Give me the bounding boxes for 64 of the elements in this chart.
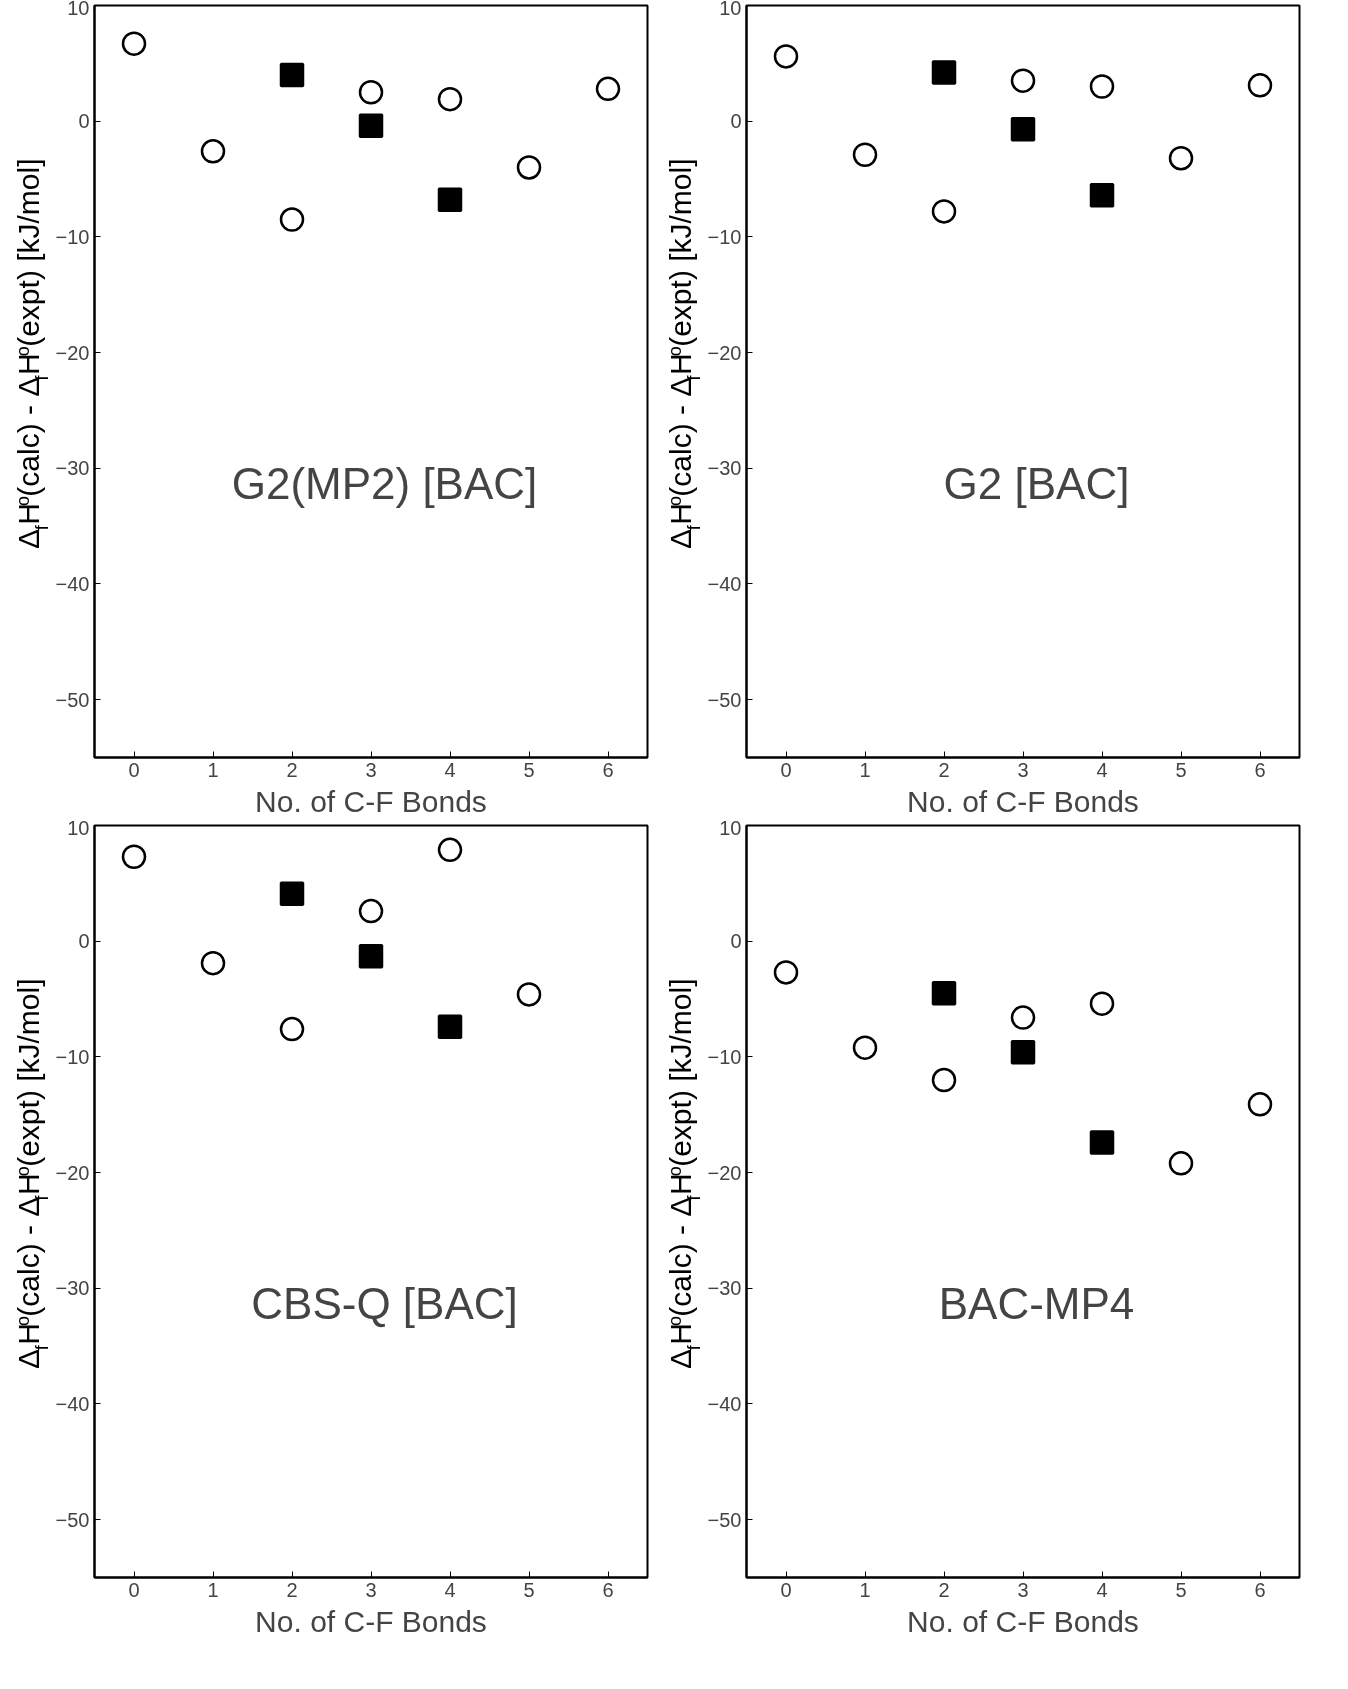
x-tick-label: 5 (1175, 1578, 1187, 1601)
y-tick-label: −50 (707, 1508, 742, 1531)
annotation: BAC-MP4 (938, 1278, 1135, 1328)
x-tick-label: 3 (1017, 758, 1029, 781)
x-tick-label: 1 (859, 1578, 871, 1601)
y-tick-label: 10 (67, 0, 90, 19)
y-tick-label: −50 (707, 688, 742, 711)
x-tick-label: 2 (938, 1578, 950, 1601)
y-tick-label: −10 (707, 225, 742, 248)
x-tick-label: 0 (128, 758, 140, 781)
y-tick-label: −40 (55, 572, 90, 595)
y-tick-label: 0 (730, 110, 742, 133)
x-tick-label: 4 (1096, 1578, 1108, 1601)
y-tick-label: −10 (55, 225, 90, 248)
y-tick-label: −40 (55, 1392, 90, 1415)
x-tick-label: 2 (286, 1578, 298, 1601)
x-tick-label: 2 (938, 758, 950, 781)
annotation: CBS-Q [BAC] (251, 1278, 518, 1328)
x-tick-label: 5 (1175, 758, 1187, 781)
y-tick-label: 10 (719, 816, 742, 839)
x-tick-label: 5 (523, 1578, 535, 1601)
x-tick-label: 3 (365, 758, 377, 781)
y-tick-label: −50 (55, 1508, 90, 1531)
y-tick-label: −20 (707, 341, 742, 364)
y-tick-label: −30 (707, 457, 742, 480)
x-tick-label: 0 (780, 758, 792, 781)
y-tick-label: 0 (78, 110, 90, 133)
y-tick-label: −20 (55, 341, 90, 364)
x-tick-label: 6 (602, 758, 614, 781)
y-tick-label: −30 (55, 457, 90, 480)
x-tick-label: 0 (780, 1578, 792, 1601)
y-tick-label: 10 (719, 0, 742, 19)
x-tick-label: 6 (602, 1578, 614, 1601)
x-tick-label: 6 (1254, 758, 1266, 781)
x-tick-label: 3 (365, 1578, 377, 1601)
x-tick-label: 1 (207, 758, 219, 781)
x-tick-label: 3 (1017, 1578, 1029, 1601)
x-tick-label: 4 (444, 1578, 456, 1601)
y-tick-label: −30 (55, 1277, 90, 1300)
x-tick-label: 1 (207, 1578, 219, 1601)
x-tick-label: 4 (1096, 758, 1108, 781)
x-tick-label: 5 (523, 758, 535, 781)
y-tick-label: −10 (55, 1045, 90, 1068)
y-tick-label: −20 (707, 1161, 742, 1184)
x-tick-label: 1 (859, 758, 871, 781)
y-tick-label: −40 (707, 1392, 742, 1415)
x-tick-label: 6 (1254, 1578, 1266, 1601)
annotation: G2 [BAC] (943, 458, 1130, 508)
y-tick-label: 0 (78, 930, 90, 953)
annotation: G2(MP2) [BAC] (231, 458, 538, 508)
y-tick-label: 0 (730, 930, 742, 953)
y-tick-label: −50 (55, 688, 90, 711)
x-axis-title: No. of C-F Bonds (907, 1604, 1139, 1638)
x-tick-label: 0 (128, 1578, 140, 1601)
x-tick-label: 4 (444, 758, 456, 781)
x-axis-title: No. of C-F Bonds (907, 784, 1139, 818)
x-axis-title: No. of C-F Bonds (255, 784, 487, 818)
x-tick-label: 2 (286, 758, 298, 781)
y-tick-label: −10 (707, 1045, 742, 1068)
x-axis-title: No. of C-F Bonds (255, 1604, 487, 1638)
y-tick-label: −40 (707, 572, 742, 595)
y-tick-label: 10 (67, 816, 90, 839)
y-tick-label: −20 (55, 1161, 90, 1184)
y-tick-label: −30 (707, 1277, 742, 1300)
